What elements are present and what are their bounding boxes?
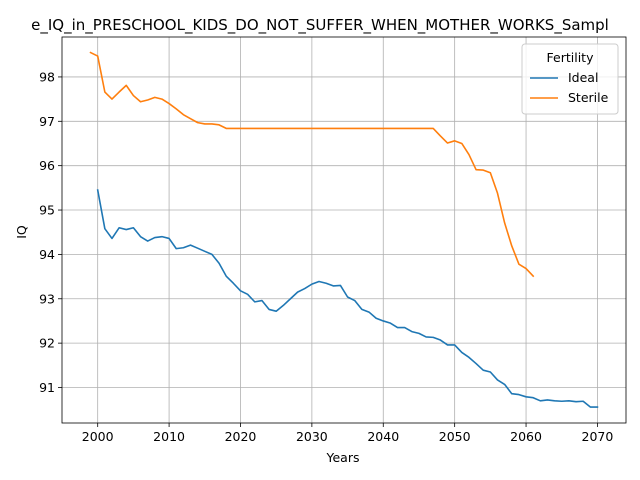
x-tick-label: 2030 (296, 429, 328, 444)
legend: Fertility Ideal Sterile (521, 43, 619, 115)
axis-ticks: 2000 2010 2020 2030 2040 2050 2060 2070 91 92 93 94… (39, 69, 613, 444)
x-tick-label: 2060 (510, 429, 542, 444)
y-tick-label: 98 (39, 69, 55, 84)
legend-label-ideal: Ideal (568, 70, 598, 85)
y-tick-label: 93 (39, 291, 55, 306)
legend-title: Fertility (547, 50, 595, 65)
x-tick-label: 2050 (439, 429, 471, 444)
x-axis-label: Years (326, 450, 360, 465)
axes-frame (61, 36, 627, 424)
y-tick-label: 96 (39, 158, 55, 173)
y-tick-label: 92 (39, 336, 55, 351)
y-tick-label: 91 (39, 380, 55, 395)
y-tick-label: 95 (39, 203, 55, 218)
legend-label-sterile: Sterile (568, 90, 609, 105)
series-line-ideal (96, 189, 599, 408)
series-line-sterile (89, 51, 535, 278)
x-tick-label: 2000 (82, 429, 114, 444)
x-tick-label: 2040 (367, 429, 399, 444)
chart-title: e_IQ_in_PRESCHOOL_KIDS_DO_NOT_SUFFER_WHE… (31, 16, 609, 35)
y-tick-label: 94 (39, 247, 55, 262)
x-tick-label: 2020 (225, 429, 257, 444)
y-tick-label: 97 (39, 114, 55, 129)
x-tick-label: 2070 (582, 429, 614, 444)
series-lines (89, 51, 599, 408)
legend-box (521, 43, 619, 115)
x-tick-label: 2010 (153, 429, 185, 444)
y-axis-label: IQ (14, 225, 29, 239)
